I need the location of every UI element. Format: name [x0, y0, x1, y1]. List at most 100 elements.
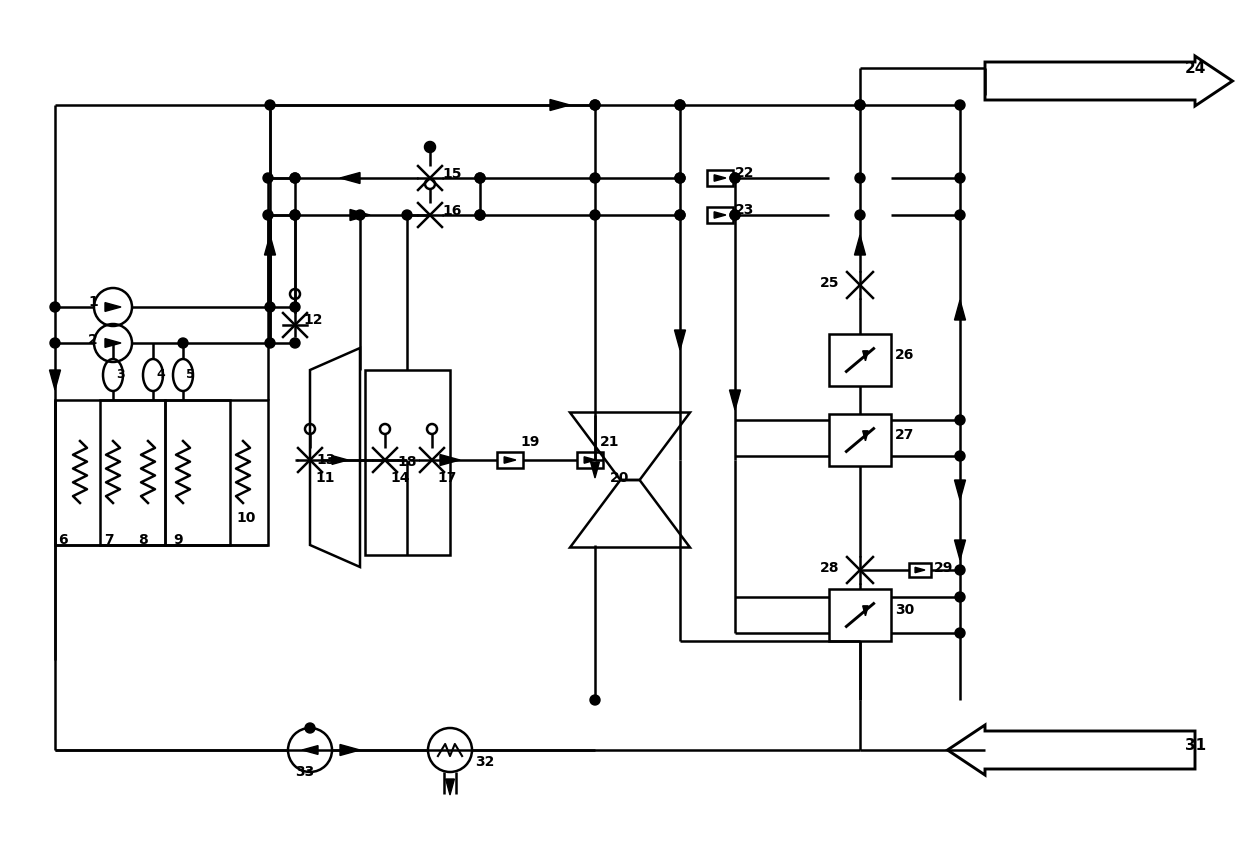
- Text: 22: 22: [735, 166, 755, 180]
- Circle shape: [178, 338, 188, 348]
- Polygon shape: [50, 370, 61, 390]
- Polygon shape: [855, 235, 866, 255]
- Circle shape: [855, 210, 865, 220]
- Bar: [366, 370, 450, 555]
- Circle shape: [955, 210, 965, 220]
- Circle shape: [855, 173, 865, 183]
- Circle shape: [290, 173, 300, 183]
- Bar: [829, 414, 891, 466]
- Bar: [707, 170, 733, 187]
- Circle shape: [675, 173, 685, 183]
- Circle shape: [675, 210, 685, 220]
- Text: 10: 10: [235, 511, 255, 525]
- Circle shape: [290, 302, 300, 312]
- Polygon shape: [349, 209, 370, 220]
- Text: 3: 3: [116, 367, 125, 381]
- Text: 13: 13: [316, 453, 336, 467]
- Polygon shape: [674, 330, 685, 350]
- Polygon shape: [954, 540, 965, 560]
- Polygon shape: [105, 338, 121, 348]
- Circle shape: [305, 723, 315, 733]
- Circle shape: [263, 210, 273, 220]
- Circle shape: [955, 173, 965, 183]
- Text: 8: 8: [138, 533, 147, 547]
- Text: 16: 16: [442, 204, 461, 218]
- Bar: [829, 334, 891, 386]
- Circle shape: [590, 695, 600, 705]
- Circle shape: [590, 100, 600, 110]
- Text: 15: 15: [442, 167, 461, 181]
- Circle shape: [475, 173, 484, 183]
- Circle shape: [955, 592, 965, 602]
- Text: 18: 18: [396, 455, 416, 469]
- Bar: [909, 563, 930, 577]
- Circle shape: [955, 415, 965, 425]
- Circle shape: [855, 100, 865, 110]
- Polygon shape: [714, 175, 726, 181]
- Polygon shape: [954, 300, 965, 320]
- Text: 23: 23: [735, 203, 755, 217]
- Bar: [165, 400, 230, 545]
- Circle shape: [475, 210, 484, 220]
- Text: 29: 29: [934, 561, 953, 575]
- Circle shape: [675, 100, 685, 110]
- Text: 20: 20: [610, 471, 629, 485]
- Circle shape: [265, 338, 275, 348]
- Polygon shape: [862, 351, 869, 361]
- Text: 6: 6: [58, 533, 68, 547]
- Circle shape: [590, 100, 600, 110]
- Polygon shape: [916, 567, 926, 573]
- Text: 26: 26: [895, 348, 914, 362]
- Text: 7: 7: [104, 533, 114, 547]
- Text: 33: 33: [295, 765, 315, 779]
- Polygon shape: [862, 606, 869, 616]
- Text: 30: 30: [895, 603, 914, 617]
- Polygon shape: [504, 457, 515, 463]
- Circle shape: [425, 142, 435, 152]
- Text: 31: 31: [1184, 738, 1206, 754]
- Text: 24: 24: [1184, 61, 1207, 75]
- Text: 19: 19: [520, 435, 539, 449]
- Circle shape: [955, 451, 965, 461]
- Circle shape: [730, 210, 740, 220]
- Circle shape: [265, 100, 275, 110]
- Circle shape: [730, 173, 740, 183]
- Circle shape: [955, 565, 965, 575]
- Circle shape: [290, 173, 300, 183]
- Text: 2: 2: [88, 333, 98, 347]
- Text: 27: 27: [895, 428, 914, 442]
- Text: 1: 1: [88, 295, 98, 309]
- Circle shape: [290, 210, 300, 220]
- Text: 9: 9: [173, 533, 182, 547]
- Polygon shape: [862, 430, 869, 441]
- Polygon shape: [446, 779, 455, 795]
- Text: 28: 28: [820, 561, 840, 575]
- Bar: [100, 400, 165, 545]
- Polygon shape: [584, 457, 596, 463]
- Circle shape: [675, 100, 685, 110]
- Text: 12: 12: [304, 313, 322, 327]
- Circle shape: [590, 173, 600, 183]
- Circle shape: [475, 173, 484, 183]
- Circle shape: [730, 173, 740, 183]
- Circle shape: [855, 100, 865, 110]
- Circle shape: [475, 210, 484, 220]
- Circle shape: [675, 210, 685, 220]
- Text: 32: 32: [475, 755, 494, 769]
- Polygon shape: [591, 462, 600, 478]
- Polygon shape: [302, 745, 318, 755]
- Text: 11: 11: [315, 471, 335, 485]
- Circle shape: [290, 338, 300, 348]
- Polygon shape: [714, 212, 726, 219]
- Text: 21: 21: [600, 435, 620, 449]
- Polygon shape: [339, 172, 361, 183]
- Circle shape: [955, 628, 965, 638]
- Circle shape: [290, 210, 300, 220]
- Bar: [829, 589, 891, 641]
- Circle shape: [401, 210, 413, 220]
- Circle shape: [356, 210, 366, 220]
- Circle shape: [675, 173, 685, 183]
- Polygon shape: [105, 303, 121, 311]
- Circle shape: [590, 210, 600, 220]
- Polygon shape: [954, 480, 965, 500]
